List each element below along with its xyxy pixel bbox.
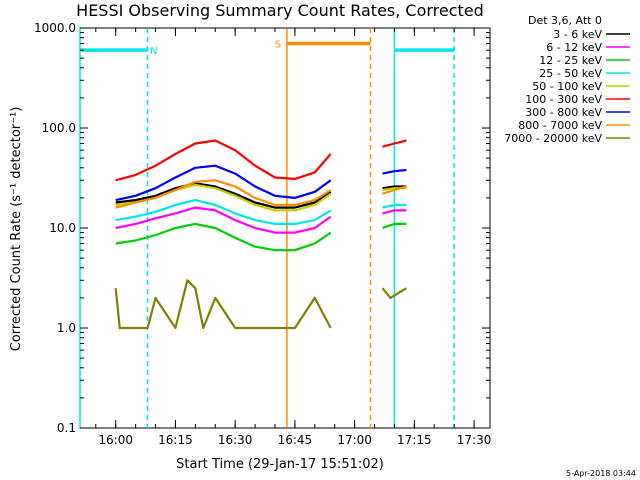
legend-entry-label: 100 - 300 keV bbox=[525, 93, 602, 106]
series-line bbox=[382, 185, 407, 190]
x-axis-ticks: 16:00 16:15 16:30 16:45 17:00 17:15 17:30 bbox=[95, 28, 492, 447]
series-line bbox=[115, 164, 332, 202]
footer-timestamp: 5-Apr-2018 03:44 bbox=[566, 469, 636, 478]
flag-bar-label: S bbox=[275, 39, 281, 50]
legend-entry-label: 6 - 12 keV bbox=[546, 41, 602, 54]
series-lines bbox=[114, 139, 407, 330]
series-line bbox=[382, 185, 407, 195]
series-line bbox=[114, 279, 332, 330]
legend-header: Det 3,6, Att 0 bbox=[528, 14, 602, 27]
plot-border bbox=[79, 27, 491, 429]
x-tick-label: 17:15 bbox=[397, 433, 432, 447]
series-line bbox=[382, 168, 407, 175]
y-tick-label: 1.0 bbox=[57, 321, 76, 335]
x-tick-label: 16:00 bbox=[98, 433, 133, 447]
legend-entry-label: 25 - 50 keV bbox=[539, 67, 602, 80]
y-tick-label: 0.1 bbox=[57, 421, 76, 435]
series-line bbox=[382, 203, 407, 209]
flag-bar-label: N bbox=[150, 46, 157, 57]
series-line bbox=[115, 182, 332, 209]
y-axis-label: Corrected Count Rate (s⁻¹ detector⁻¹) bbox=[9, 107, 24, 352]
series-line bbox=[115, 206, 332, 234]
legend-entry-label: 800 - 7000 keV bbox=[518, 119, 602, 132]
series-line bbox=[115, 139, 332, 182]
series-line bbox=[115, 199, 332, 225]
plot-frame bbox=[79, 27, 491, 429]
series-line bbox=[381, 287, 407, 299]
x-tick-label: 16:30 bbox=[218, 433, 253, 447]
x-tick-label: 17:30 bbox=[457, 433, 492, 447]
y-tick-label: 1000.0 bbox=[34, 21, 76, 35]
x-tick-label: 16:45 bbox=[278, 433, 313, 447]
chart-title: HESSI Observing Summary Count Rates, Cor… bbox=[76, 1, 484, 20]
y-tick-label: 10.0 bbox=[49, 221, 76, 235]
y-tick-label: 100.0 bbox=[42, 121, 76, 135]
series-line bbox=[382, 139, 407, 148]
y-axis-ticks: 0.1 1.0 10.0 100.0 1000.0 bbox=[34, 21, 490, 435]
series-line bbox=[115, 222, 332, 252]
legend-entry-label: 7000 - 20000 keV bbox=[504, 132, 602, 145]
series-line bbox=[382, 209, 407, 215]
x-axis-label: Start Time (29-Jan-17 15:51:02) bbox=[176, 457, 384, 472]
legend-entry-label: 3 - 6 keV bbox=[553, 28, 602, 41]
legend-entry-label: 50 - 100 keV bbox=[532, 80, 602, 93]
series-line bbox=[382, 222, 407, 230]
legend-entry-label: 12 - 25 keV bbox=[539, 54, 602, 67]
marker-lines bbox=[79, 28, 455, 428]
x-tick-label: 16:15 bbox=[158, 433, 193, 447]
legend-entry-label: 300 - 800 keV bbox=[525, 106, 602, 119]
x-tick-label: 17:00 bbox=[337, 433, 372, 447]
series-line bbox=[115, 179, 332, 209]
flag-bars: NS bbox=[80, 39, 455, 57]
